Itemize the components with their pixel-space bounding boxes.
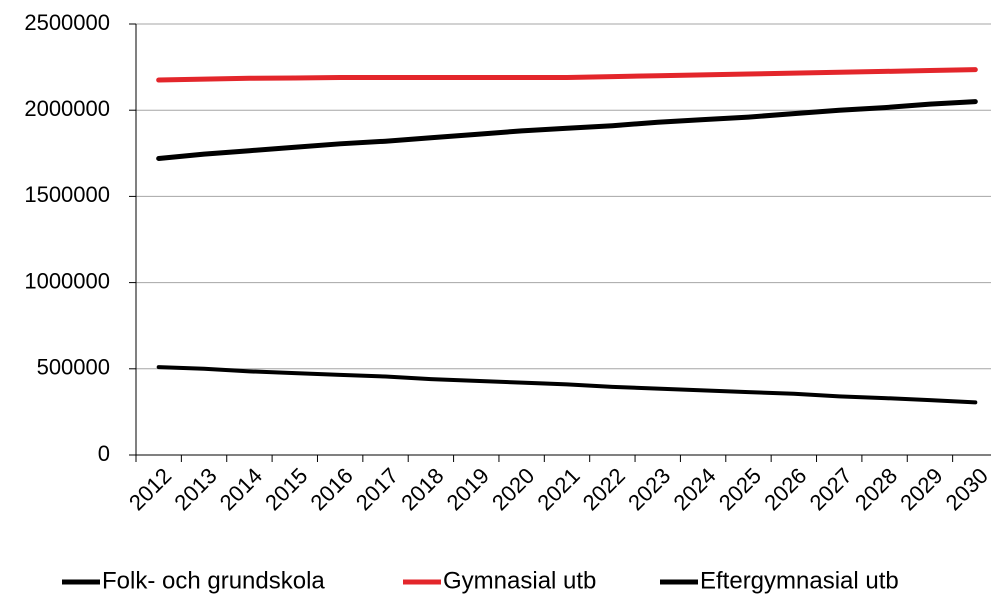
x-tick-label: 2029 [895,463,947,515]
legend-label: Folk- och grundskola [102,567,325,594]
x-tick-label: 2028 [850,463,902,515]
y-tick-label: 1000000 [24,268,110,293]
series-line [156,365,978,405]
legend-label: Eftergymnasial utb [700,567,899,594]
y-tick-label: 1500000 [24,182,110,207]
x-tick-label: 2023 [623,463,675,515]
x-tick-label: 2018 [396,463,448,515]
y-tick-label: 0 [98,441,110,466]
x-tick-label: 2019 [442,463,494,515]
x-tick-label: 2025 [714,463,766,515]
y-tick-label: 2000000 [24,96,110,121]
x-tick-label: 2021 [532,463,584,515]
x-tick-label: 2016 [306,463,358,515]
x-tick-label: 2020 [487,463,539,515]
series-line [156,99,978,161]
x-tick-label: 2015 [260,463,312,515]
x-tick-label: 2012 [124,463,176,515]
x-tick-label: 2027 [805,463,857,515]
series-line [156,67,978,83]
x-tick-label: 2026 [759,463,811,515]
legend-label: Gymnasial utb [443,567,596,594]
x-tick-label: 2030 [941,463,991,515]
x-tick-label: 2022 [578,463,630,515]
x-tick-label: 2013 [169,463,221,515]
y-tick-label: 500000 [37,355,110,380]
x-tick-label: 2017 [351,463,403,515]
x-tick-label: 2024 [668,463,720,515]
y-tick-label: 2500000 [24,10,110,35]
x-tick-label: 2014 [215,463,267,515]
